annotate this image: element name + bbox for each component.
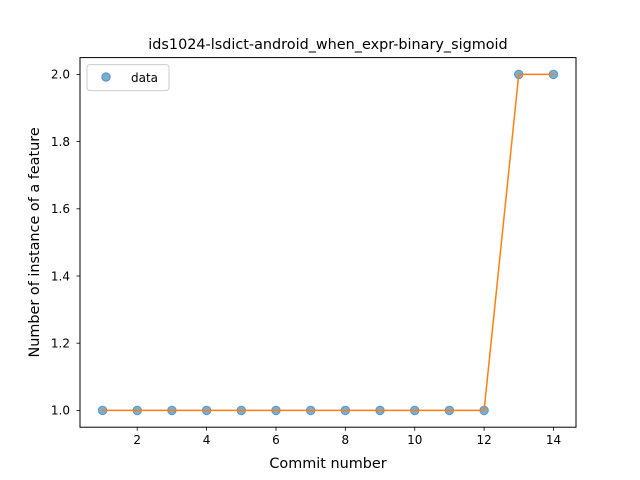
x-tick-label: 2: [133, 433, 141, 447]
chart-title: ids1024-lsdict-android_when_expr-binary_…: [148, 37, 507, 53]
legend: data: [87, 65, 169, 91]
y-tick-label: 1.4: [51, 269, 70, 283]
x-tick-label: 10: [407, 433, 422, 447]
y-tick-label: 1.8: [51, 135, 70, 149]
y-tick-label: 1.2: [51, 337, 70, 351]
y-tick-label: 1.6: [51, 202, 70, 216]
x-tick-label: 8: [342, 433, 350, 447]
x-tick-label: 14: [546, 433, 561, 447]
y-axis-label: Number of instance of a feature: [27, 127, 43, 357]
x-axis-label: Commit number: [269, 456, 386, 472]
x-tick-label: 4: [203, 433, 211, 447]
legend-marker-data: [102, 73, 111, 82]
legend-label-data: data: [131, 71, 158, 85]
x-tick-label: 12: [476, 433, 491, 447]
y-tick-label: 1.0: [51, 404, 70, 418]
x-tick-label: 6: [272, 433, 280, 447]
y-tick-label: 2.0: [51, 68, 70, 82]
